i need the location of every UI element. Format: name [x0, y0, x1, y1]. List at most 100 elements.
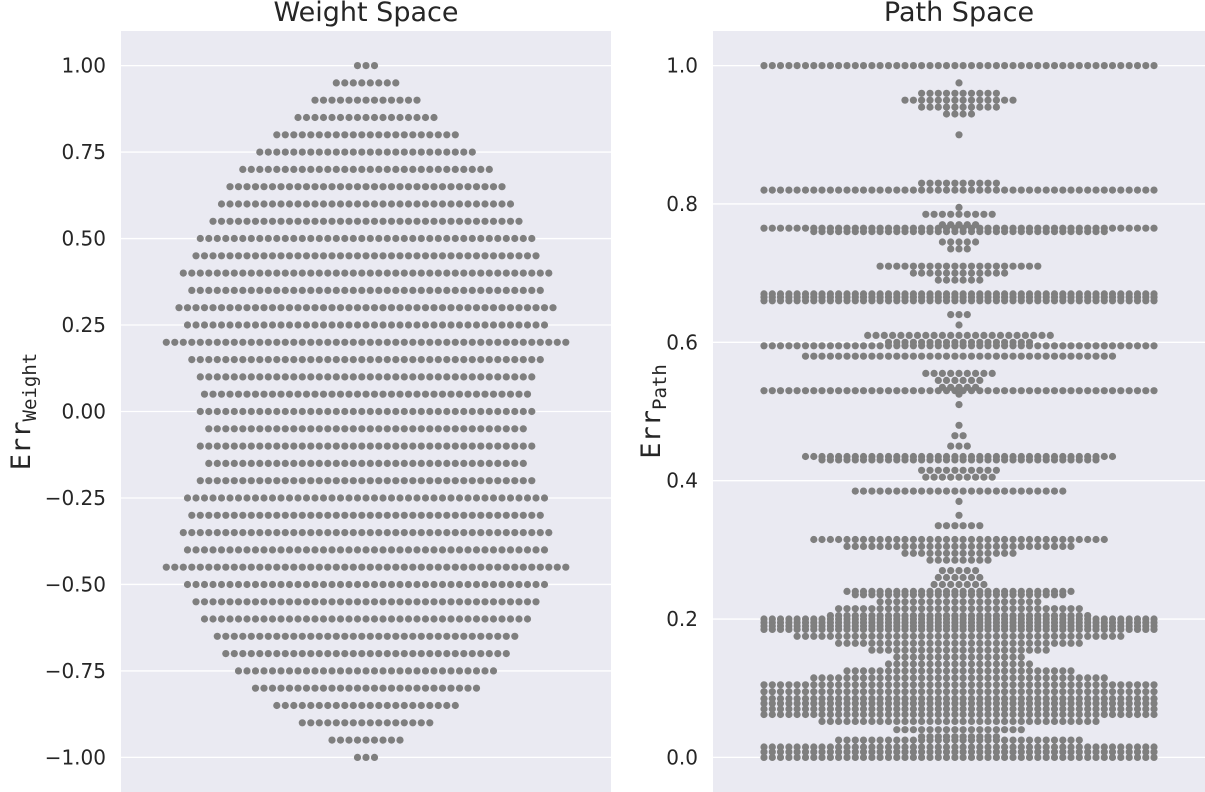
- weight-space-point: [413, 200, 421, 208]
- weight-space-point: [353, 96, 362, 104]
- path-space-point: [976, 456, 984, 464]
- weight-space-point: [426, 269, 434, 277]
- path-space-point: [1009, 646, 1017, 654]
- path-space-point: [818, 688, 826, 696]
- path-space-point: [1042, 342, 1050, 350]
- weight-space-point: [438, 183, 447, 191]
- path-space-point: [947, 245, 955, 253]
- weight-space-point: [409, 269, 417, 277]
- path-space-point: [826, 387, 835, 395]
- path-space-point: [918, 667, 926, 675]
- path-space-point: [1025, 262, 1034, 270]
- weight-space-point: [532, 494, 540, 502]
- path-space-point: [909, 717, 918, 726]
- weight-space-point: [239, 373, 247, 381]
- path-space-point: [963, 567, 971, 575]
- path-space-point: [942, 605, 951, 613]
- weight-space-point: [498, 598, 506, 606]
- weight-space-point: [451, 425, 459, 433]
- weight-space-point: [281, 425, 289, 433]
- weight-space-point: [273, 131, 281, 139]
- path-space-point: [984, 269, 992, 277]
- weight-space-point: [417, 234, 425, 243]
- path-space-point: [992, 681, 1001, 689]
- weight-space-point: [451, 701, 459, 710]
- path-space-point: [918, 487, 926, 495]
- path-space-point: [1050, 62, 1059, 70]
- path-space-point: [951, 466, 959, 474]
- weight-space-point: [307, 373, 315, 381]
- path-space-point: [876, 710, 884, 719]
- weight-space-point: [200, 304, 209, 312]
- weight-space-point: [319, 546, 328, 554]
- path-space-point: [918, 549, 926, 557]
- path-space-point: [951, 591, 959, 599]
- weight-space-point: [183, 546, 192, 554]
- weight-space-point: [443, 632, 451, 640]
- weight-space-point: [196, 269, 204, 277]
- path-space-point: [1009, 186, 1017, 194]
- weight-space-point: [281, 632, 289, 640]
- weight-space-point: [298, 511, 306, 519]
- weight-space-point: [536, 286, 544, 294]
- weight-space-point: [447, 304, 455, 312]
- weight-space-point: [247, 650, 255, 658]
- path-space-point: [963, 369, 971, 377]
- path-space-point: [768, 224, 776, 232]
- weight-space-point: [332, 373, 340, 381]
- path-space-point: [942, 62, 951, 70]
- path-space-point: [967, 705, 976, 713]
- path-space-point: [934, 625, 942, 634]
- weight-space-point: [409, 234, 417, 243]
- weight-space-point: [298, 338, 306, 346]
- weight-space-point: [294, 684, 302, 692]
- weight-space-point: [217, 200, 226, 208]
- path-space-point: [984, 103, 992, 111]
- weight-space-point: [519, 529, 527, 537]
- weight-space-point: [328, 304, 336, 312]
- path-space-point: [963, 238, 971, 246]
- weight-space-point: [421, 183, 430, 191]
- weight-space-point: [460, 459, 468, 467]
- path-space-point: [942, 667, 951, 675]
- path-space-point: [1034, 717, 1042, 726]
- path-space-point: [951, 753, 959, 762]
- path-space-point: [1108, 705, 1117, 713]
- weight-space-point: [396, 736, 404, 744]
- weight-space-point: [494, 338, 502, 346]
- weight-space-point: [328, 494, 336, 502]
- weight-space-point: [243, 615, 251, 623]
- weight-space-point: [434, 442, 442, 450]
- weight-space-point: [498, 390, 506, 398]
- path-space-point: [967, 456, 976, 464]
- weight-space-point: [362, 390, 370, 398]
- path-space-point: [776, 342, 785, 350]
- path-space-point: [984, 748, 992, 756]
- path-space-point: [1050, 748, 1059, 756]
- path-space-point: [1108, 699, 1117, 708]
- weight-space-point: [213, 373, 221, 381]
- weight-space-point: [451, 459, 459, 467]
- weight-space-point: [485, 563, 493, 571]
- weight-space-point: [481, 321, 489, 329]
- weight-space-point: [417, 511, 425, 519]
- path-space-point: [876, 699, 884, 708]
- weight-space-point: [392, 286, 400, 294]
- path-space-point: [760, 297, 768, 305]
- path-space-point: [959, 681, 967, 689]
- weight-space-point: [438, 494, 447, 502]
- weight-space-point: [455, 615, 464, 623]
- path-space-point: [884, 674, 893, 682]
- weight-space-point: [332, 650, 340, 658]
- path-space-point: [909, 352, 918, 360]
- weight-space-point: [315, 701, 323, 710]
- weight-space-point: [285, 252, 294, 260]
- path-space-point: [976, 674, 984, 682]
- weight-space-point: [307, 356, 315, 364]
- path-space-point: [1050, 387, 1059, 395]
- weight-space-point: [413, 390, 421, 398]
- weight-space-point: [409, 286, 417, 294]
- weight-space-point: [409, 632, 417, 640]
- weight-space-point: [392, 338, 400, 346]
- weight-space-point: [302, 546, 311, 554]
